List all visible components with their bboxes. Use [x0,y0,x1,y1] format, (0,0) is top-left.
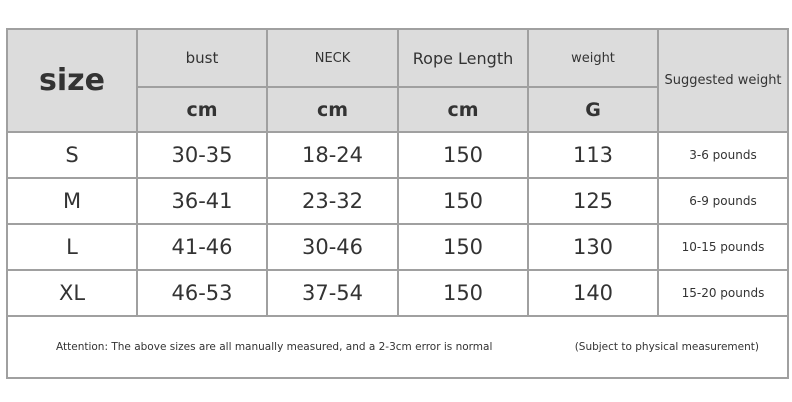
cell-weight: 125 [527,177,659,225]
table-row: M 36-41 23-32 150 125 6-9 pounds [6,177,789,225]
unit-rope-length: cm [397,86,529,133]
cell-weight: 130 [527,223,659,271]
cell-bust: 36-41 [136,177,268,225]
unit-neck: cm [266,86,399,133]
table-row: XL 46-53 37-54 150 140 15-20 pounds [6,269,789,317]
header-size: size [6,28,138,133]
cell-neck: 30-46 [266,223,399,271]
footer-note-cell: Attention: The above sizes are all manua… [6,315,789,379]
header-rope-length: Rope Length [397,28,529,88]
table-row: L 41-46 30-46 150 130 10-15 pounds [6,223,789,271]
cell-rope: 150 [397,177,529,225]
header-suggested-weight: Suggested weight [657,28,789,133]
cell-rope: 150 [397,269,529,317]
size-chart-table: size bust NECK Rope Length weight Sugges… [6,28,789,379]
cell-weight: 113 [527,131,659,179]
cell-suggested: 3-6 pounds [657,131,789,179]
cell-rope: 150 [397,131,529,179]
cell-bust: 41-46 [136,223,268,271]
cell-size: S [6,131,138,179]
cell-suggested: 6-9 pounds [657,177,789,225]
cell-suggested: 15-20 pounds [657,269,789,317]
cell-bust: 30-35 [136,131,268,179]
attention-note: Attention: The above sizes are all manua… [56,341,493,353]
cell-bust: 46-53 [136,269,268,317]
cell-neck: 18-24 [266,131,399,179]
header-neck: NECK [266,28,399,88]
cell-weight: 140 [527,269,659,317]
cell-size: XL [6,269,138,317]
table-row: S 30-35 18-24 150 113 3-6 pounds [6,131,789,179]
cell-neck: 23-32 [266,177,399,225]
unit-weight: G [527,86,659,133]
subject-note: (Subject to physical measurement) [574,341,759,353]
cell-size: L [6,223,138,271]
header-weight: weight [527,28,659,88]
cell-neck: 37-54 [266,269,399,317]
cell-size: M [6,177,138,225]
header-bust: bust [136,28,268,88]
cell-suggested: 10-15 pounds [657,223,789,271]
cell-rope: 150 [397,223,529,271]
unit-bust: cm [136,86,268,133]
